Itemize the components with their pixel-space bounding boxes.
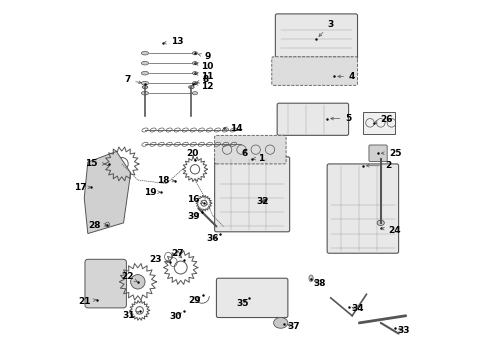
Ellipse shape: [142, 86, 147, 89]
FancyBboxPatch shape: [327, 164, 398, 253]
FancyBboxPatch shape: [272, 57, 358, 85]
Ellipse shape: [193, 72, 197, 75]
Text: 37: 37: [287, 322, 299, 331]
Ellipse shape: [142, 71, 148, 75]
Text: 24: 24: [382, 225, 401, 234]
Text: 20: 20: [186, 149, 198, 158]
Text: 9: 9: [198, 52, 211, 61]
Circle shape: [131, 275, 145, 289]
Text: 5: 5: [331, 114, 352, 123]
Text: 6: 6: [242, 149, 248, 158]
Text: 39: 39: [187, 212, 199, 221]
Text: 26: 26: [374, 115, 392, 124]
Text: 13: 13: [164, 37, 183, 46]
Ellipse shape: [142, 62, 148, 65]
Text: 3: 3: [319, 20, 334, 36]
FancyBboxPatch shape: [275, 14, 358, 60]
Ellipse shape: [193, 62, 197, 65]
Text: 10: 10: [196, 62, 214, 71]
Ellipse shape: [142, 91, 148, 95]
Text: 4: 4: [338, 72, 355, 81]
FancyBboxPatch shape: [217, 278, 288, 318]
Text: 35: 35: [236, 299, 248, 308]
Text: 28: 28: [88, 221, 107, 230]
Text: 11: 11: [196, 72, 214, 81]
Text: 30: 30: [169, 312, 181, 321]
Text: 16: 16: [187, 195, 203, 204]
Polygon shape: [84, 152, 131, 234]
Text: 31: 31: [122, 311, 139, 320]
Text: 34: 34: [351, 304, 364, 313]
Text: 12: 12: [196, 82, 214, 91]
Ellipse shape: [193, 91, 197, 95]
Ellipse shape: [263, 199, 267, 203]
Bar: [363, 112, 395, 134]
Text: 18: 18: [157, 176, 174, 185]
Text: 21: 21: [78, 297, 96, 306]
Ellipse shape: [273, 318, 288, 328]
Text: 32: 32: [257, 197, 269, 206]
Ellipse shape: [193, 82, 197, 85]
Text: 7: 7: [124, 76, 142, 85]
Text: 1: 1: [252, 154, 264, 163]
Text: 14: 14: [224, 124, 243, 133]
Text: 23: 23: [149, 255, 169, 264]
Text: 25: 25: [381, 149, 401, 158]
Ellipse shape: [193, 51, 197, 55]
Text: 27: 27: [171, 249, 183, 258]
FancyBboxPatch shape: [215, 157, 290, 232]
Ellipse shape: [309, 275, 313, 282]
Text: 8: 8: [196, 76, 209, 85]
Text: 22: 22: [121, 272, 137, 282]
Ellipse shape: [105, 222, 110, 227]
FancyBboxPatch shape: [215, 135, 286, 164]
Text: 15: 15: [85, 159, 105, 168]
Ellipse shape: [142, 51, 148, 55]
Text: 2: 2: [367, 161, 391, 170]
Text: 33: 33: [398, 325, 410, 334]
Text: 29: 29: [189, 296, 201, 305]
Ellipse shape: [377, 220, 384, 226]
Text: 19: 19: [144, 188, 160, 197]
Text: 17: 17: [74, 183, 91, 192]
Ellipse shape: [189, 86, 194, 89]
FancyBboxPatch shape: [85, 259, 126, 308]
FancyBboxPatch shape: [369, 145, 387, 161]
Text: 38: 38: [314, 279, 326, 288]
Text: 36: 36: [206, 234, 219, 243]
FancyBboxPatch shape: [277, 103, 348, 135]
Ellipse shape: [142, 81, 148, 85]
